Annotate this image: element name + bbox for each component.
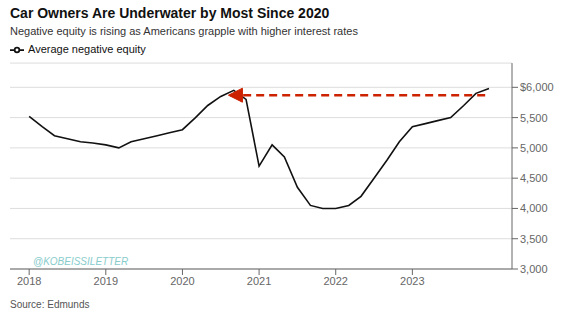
html-text:Average negative equity: Average negative equity: [28, 43, 146, 55]
svg-text:2022: 2022: [323, 275, 347, 287]
svg-text:4,000: 4,000: [520, 202, 548, 214]
svg-text:2021: 2021: [247, 275, 271, 287]
svg-text:5,500: 5,500: [520, 112, 548, 124]
svg-text:$6,000: $6,000: [520, 81, 554, 93]
html-text:Car Owners Are Underwater by M: Car Owners Are Underwater by Most Since …: [10, 5, 330, 21]
svg-text:5,000: 5,000: [520, 142, 548, 154]
svg-text:2018: 2018: [17, 275, 41, 287]
html-text:Source: Edmunds: Source: Edmunds: [10, 299, 90, 310]
html-text:Negative equity is rising as A: Negative equity is rising as Americans g…: [10, 25, 358, 37]
svg-text:2020: 2020: [170, 275, 194, 287]
svg-text:3,500: 3,500: [520, 233, 548, 245]
svg-text:3,000: 3,000: [520, 263, 548, 275]
svg-text:@KOBEISSILETTER: @KOBEISSILETTER: [33, 256, 128, 267]
svg-text:2023: 2023: [400, 275, 424, 287]
svg-text:4,500: 4,500: [520, 172, 548, 184]
svg-text:2019: 2019: [94, 275, 118, 287]
